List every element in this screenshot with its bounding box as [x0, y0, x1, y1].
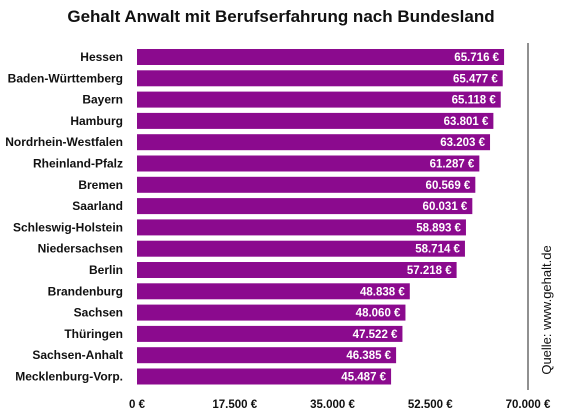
category-label-hessen: Hessen — [80, 50, 123, 64]
value-label-saarland: 60.031 € — [423, 201, 468, 213]
value-label-bremen: 60.569 € — [426, 180, 471, 192]
category-label-thueringen: Thüringen — [64, 327, 123, 341]
bar-saarland — [137, 198, 473, 215]
bar-schleswig-holstein — [137, 219, 466, 236]
value-label-nordrhein-westfalen: 63.203 € — [440, 137, 485, 149]
bar-bayern — [137, 91, 501, 108]
bar-nordrhein-westfalen — [137, 134, 491, 151]
value-label-sachsen-anhalt: 46.385 € — [346, 350, 391, 362]
value-label-schleswig-holstein: 58.893 € — [416, 222, 461, 234]
category-label-bremen: Bremen — [78, 178, 123, 192]
category-label-mecklenburg-vorp: Mecklenburg-Vorp. — [15, 370, 123, 384]
bar-hessen — [137, 49, 505, 65]
value-label-sachsen: 48.060 € — [356, 308, 401, 320]
category-label-hamburg: Hamburg — [70, 114, 123, 128]
bar-rheinland-pfalz — [137, 155, 480, 172]
category-label-sachsen-anhalt: Sachsen-Anhalt — [32, 348, 123, 362]
x-tick-label-1: 17.500 € — [212, 399, 257, 411]
x-axis-ticks: 0 € 17.500 € 35.000 € 52.500 € 70.000 € — [129, 399, 551, 411]
category-label-brandenburg: Brandenburg — [48, 284, 123, 298]
bars-layer: Hessen 65.716 € Baden-Württemberg 65.477 € B… — [5, 49, 505, 385]
value-label-hessen: 65.716 € — [454, 52, 499, 64]
bar-niedersachsen — [137, 240, 465, 257]
category-label-niedersachsen: Niedersachsen — [38, 242, 123, 256]
category-label-baden-wuerttemberg: Baden-Württemberg — [8, 71, 123, 85]
category-label-bayern: Bayern — [82, 93, 123, 107]
value-label-brandenburg: 48.838 € — [360, 286, 405, 298]
category-label-nordrhein-westfalen: Nordrhein-Westfalen — [5, 135, 123, 149]
x-tick-label-4: 70.000 € — [506, 399, 551, 411]
x-tick-label-3: 52.500 € — [408, 399, 453, 411]
source-label: Quelle: www.gehalt.de — [539, 245, 554, 374]
value-label-berlin: 57.218 € — [407, 265, 452, 277]
x-tick-label-2: 35.000 € — [310, 399, 355, 411]
value-label-bayern: 65.118 € — [452, 95, 497, 107]
value-label-baden-wuerttemberg: 65.477 € — [453, 73, 498, 85]
value-label-mecklenburg-vorp: 45.487 € — [341, 372, 386, 384]
chart-title: Gehalt Anwalt mit Berufserfahrung nach B… — [67, 7, 494, 26]
category-label-sachsen: Sachsen — [74, 306, 123, 320]
value-label-hamburg: 63.801 € — [444, 116, 489, 128]
category-label-berlin: Berlin — [89, 263, 123, 277]
bar-berlin — [137, 262, 457, 278]
category-label-rheinland-pfalz: Rheinland-Pfalz — [33, 157, 123, 171]
bar-bremen — [137, 176, 476, 193]
category-label-schleswig-holstein: Schleswig-Holstein — [13, 220, 123, 234]
x-tick-label-0: 0 € — [129, 399, 146, 411]
bar-hamburg — [137, 112, 494, 129]
value-label-niedersachsen: 58.714 € — [415, 244, 460, 256]
value-label-thueringen: 47.522 € — [353, 329, 398, 341]
value-label-rheinland-pfalz: 61.287 € — [430, 159, 475, 171]
bar-brandenburg — [137, 283, 410, 300]
bar-mecklenburg-vorp — [137, 368, 392, 385]
bar-sachsen-anhalt — [137, 347, 397, 364]
bar-baden-wuerttemberg — [137, 70, 503, 87]
category-label-saarland: Saarland — [72, 199, 123, 213]
bar-sachsen — [137, 304, 406, 321]
bar-thueringen — [137, 325, 403, 342]
